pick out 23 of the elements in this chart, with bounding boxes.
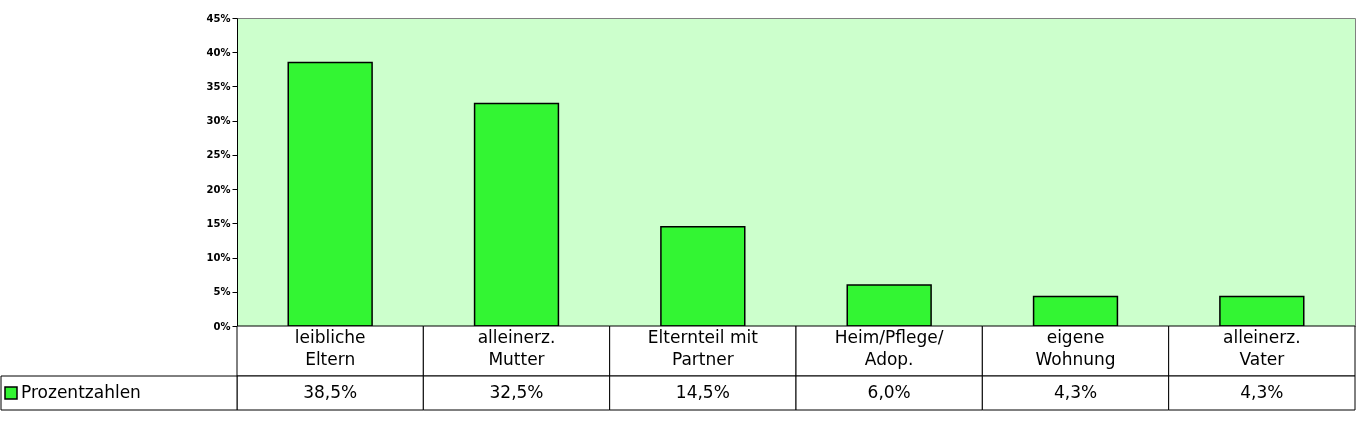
text: 38,5% — [303, 382, 358, 402]
x-tick-label: Elternteil mit Partner — [647, 327, 759, 369]
text: 32,5% — [489, 382, 544, 402]
y-tick-label: 25% — [206, 149, 231, 161]
x-tick-label: Heim/Pflege/ Adop. — [834, 327, 944, 369]
x-tick-label: eigene Wohnung — [1035, 327, 1116, 369]
y-tick-label: 40% — [206, 46, 231, 58]
text: 14,5% — [675, 382, 730, 402]
x-tick-label: leibliche Eltern — [294, 327, 366, 369]
y-tick-label: 5% — [213, 286, 231, 298]
x-tick-label: alleinerz. Vater — [1223, 327, 1301, 369]
y-tick-label: 15% — [206, 217, 231, 229]
text: 6,0% — [867, 382, 911, 402]
y-tick-label: 20% — [206, 183, 231, 195]
y-tick-label: 10% — [206, 252, 231, 264]
x-tick-label: alleinerz. Mutter — [477, 327, 556, 369]
y-tick-label: 45% — [206, 12, 231, 24]
text: 4,3% — [1240, 382, 1284, 402]
y-tick-label: 35% — [206, 80, 231, 92]
text: 4,3% — [1053, 382, 1098, 402]
y-tick-label: 0% — [213, 320, 231, 332]
legend-label: Prozentzahlen — [21, 382, 141, 402]
y-tick-label: 30% — [206, 115, 231, 127]
